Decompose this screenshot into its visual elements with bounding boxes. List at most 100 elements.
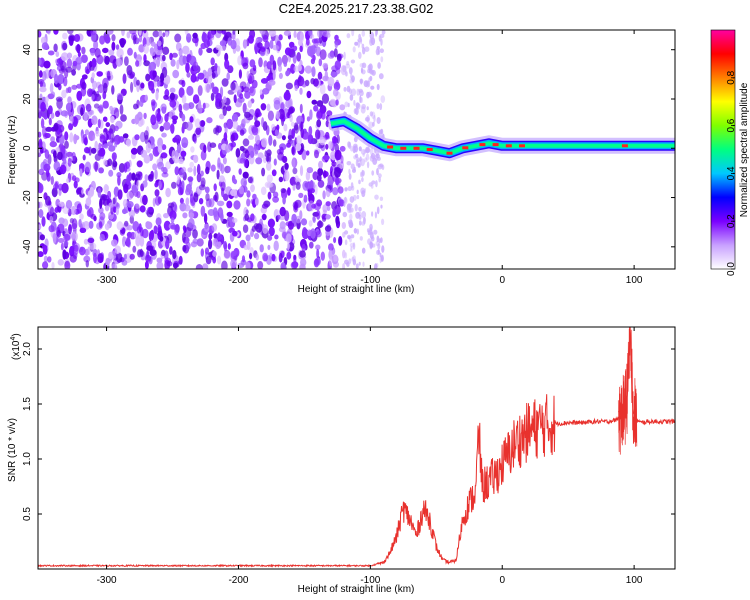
heatmap-noise-cell xyxy=(143,154,151,164)
heatmap-noise-cell xyxy=(116,92,124,101)
heatmap-noise-cell xyxy=(363,80,369,88)
heatmap-noise-cell xyxy=(207,67,212,77)
heatmap-noise-cell xyxy=(353,228,358,234)
heatmap-noise-cell xyxy=(121,30,125,37)
heatmap-noise-cell xyxy=(195,127,202,135)
heatmap-noise-cell xyxy=(224,59,230,70)
heatmap-noise-cell xyxy=(376,103,380,110)
heatmap-noise-cell xyxy=(249,86,256,97)
heatmap-noise-cell xyxy=(278,72,283,79)
heatmap-noise-cell xyxy=(190,146,195,153)
heatmap-noise-cell xyxy=(79,168,83,177)
heatmap-noise-cell xyxy=(355,158,358,167)
heatmap-noise-cell xyxy=(169,124,175,133)
heatmap-noise-cell xyxy=(376,117,381,124)
snr-y-tick-label: 2.0 xyxy=(22,342,33,356)
heatmap-noise-cell xyxy=(322,190,326,200)
heatmap-noise-cell xyxy=(272,191,279,198)
heatmap-noise-cell xyxy=(201,32,208,43)
heatmap-noise-cell xyxy=(80,107,84,117)
heatmap-noise-cell xyxy=(304,65,312,74)
heatmap-noise-cell xyxy=(299,87,303,95)
snr-x-tick-label: -100 xyxy=(360,575,380,586)
heatmap-noise-cell xyxy=(205,75,213,84)
heatmap-noise-cell xyxy=(373,229,378,235)
heatmap-noise-cell xyxy=(84,161,92,173)
heatmap-noise-cell xyxy=(210,164,216,172)
snr-x-axis-title: Height of straight line (km) xyxy=(298,584,415,595)
heatmap-noise-cell xyxy=(88,220,94,229)
heatmap-noise-cell xyxy=(266,161,272,171)
heatmap-noise-cell xyxy=(281,54,288,65)
heatmap-noise-cell xyxy=(104,35,111,44)
heatmap-noise-cell xyxy=(231,113,239,123)
heatmap-noise-cell xyxy=(161,132,167,138)
heatmap-noise-cell xyxy=(247,134,255,140)
heatmap-noise-cell xyxy=(163,213,169,219)
heatmap-noise-cell xyxy=(325,188,331,198)
heatmap-noise-cell xyxy=(221,78,229,87)
heatmap-noise-cell xyxy=(107,190,112,200)
heatmap-noise-cell xyxy=(261,117,265,128)
heatmap-noise-cell xyxy=(66,178,70,184)
heatmap-noise-cell xyxy=(294,84,299,92)
heatmap-noise-cell xyxy=(111,239,118,247)
heatmap-x-tick-label: -100 xyxy=(360,275,380,286)
heatmap-noise-cell xyxy=(215,124,220,136)
heatmap-noise-cell xyxy=(242,148,248,154)
heatmap-noise-cell xyxy=(317,179,325,188)
heatmap-noise-cell xyxy=(104,184,110,192)
heatmap-noise-cell xyxy=(358,214,362,220)
heatmap-noise-cell xyxy=(226,200,233,209)
heatmap-noise-cell xyxy=(182,102,190,111)
heatmap-noise-cell xyxy=(62,218,69,227)
heatmap-noise-cell xyxy=(91,115,98,125)
heatmap-noise-cell xyxy=(254,232,260,240)
heatmap-noise-cell xyxy=(53,124,59,131)
heatmap-noise-cell xyxy=(364,46,370,52)
colorbar: 0.0 0.2 0.4 0.6 0.8 Normalized spectral ampl… xyxy=(710,29,750,276)
heatmap-noise-cell xyxy=(98,207,104,214)
heatmap-noise-cell xyxy=(85,103,92,112)
heatmap-noise-cell xyxy=(122,236,127,242)
heatmap-noise-cell xyxy=(318,160,323,169)
heatmap-noise-cell xyxy=(315,230,322,238)
heatmap-noise-cell xyxy=(381,245,385,253)
heatmap-noise-cell xyxy=(81,74,88,80)
heatmap-noise-cell xyxy=(310,228,316,239)
heatmap-noise-cell xyxy=(180,150,187,157)
heatmap-noise-cell xyxy=(300,127,304,139)
heatmap-x-tick-label: -300 xyxy=(97,275,117,286)
heatmap-noise-cell xyxy=(102,47,109,54)
heatmap-noise-cell xyxy=(93,39,99,51)
heatmap-noise-cell xyxy=(272,196,279,203)
heatmap-noise-cell xyxy=(206,47,213,54)
heatmap-noise-cell xyxy=(176,175,180,185)
heatmap-noise-cell xyxy=(366,115,370,123)
heatmap-noise-cell xyxy=(359,220,362,226)
heatmap-noise-cell xyxy=(212,207,218,218)
heatmap-noise-cell xyxy=(132,34,137,45)
heatmap-noise-cell xyxy=(134,114,140,125)
heatmap-noise-cell xyxy=(135,236,141,247)
heatmap-x-tick-label: 100 xyxy=(626,275,643,286)
heatmap-noise-cell xyxy=(145,142,152,154)
heatmap-noise-cell xyxy=(164,74,171,85)
heatmap-noise-cell xyxy=(97,187,102,198)
heatmap-noise-cell xyxy=(290,121,295,127)
heatmap-noise-cell xyxy=(146,257,152,263)
heatmap-noise-cell xyxy=(316,109,323,119)
heatmap-noise-cell xyxy=(364,157,368,163)
heatmap-noise-cell xyxy=(122,199,128,208)
heatmap-noise-cell xyxy=(379,196,384,201)
heatmap-noise-cell xyxy=(323,170,327,179)
heatmap-noise-cell xyxy=(39,86,47,93)
heatmap-noise-cell xyxy=(358,33,361,40)
heatmap-noise-cell xyxy=(92,134,96,141)
heatmap-noise-cell xyxy=(209,142,217,148)
heatmap-noise-cell xyxy=(145,36,152,46)
heatmap-noise-cell xyxy=(242,62,249,70)
colorbar-tick-label: 0.2 xyxy=(726,214,737,228)
heatmap-noise-cell xyxy=(338,199,345,207)
heatmap-noise-cell xyxy=(230,141,236,148)
